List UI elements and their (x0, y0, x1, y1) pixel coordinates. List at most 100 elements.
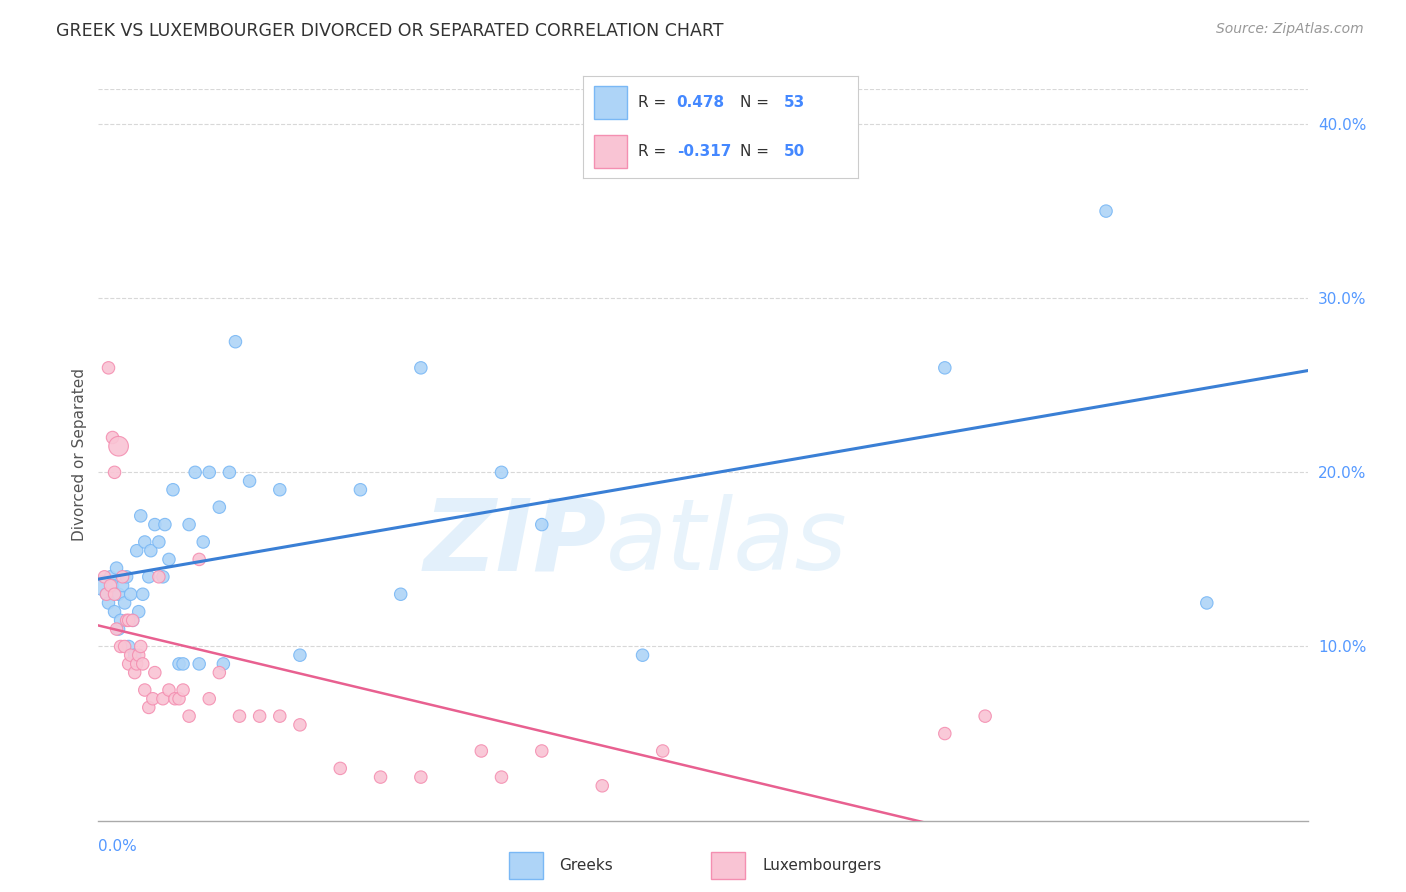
Point (115, 613, 138, 627)
Point (132, 587, 155, 601)
Text: 50: 50 (783, 145, 804, 160)
Point (100, 578, 122, 592)
Point (934, 726, 956, 740)
FancyBboxPatch shape (595, 136, 627, 168)
Point (120, 587, 142, 601)
Point (121, 613, 143, 627)
Point (224, 334, 246, 349)
Text: R =: R = (638, 95, 672, 110)
Point (134, 535, 156, 549)
Point (631, 648, 654, 663)
Point (139, 543, 162, 558)
Point (118, 657, 141, 671)
Point (157, 552, 180, 566)
Point (96, 587, 118, 601)
Point (530, 744, 553, 758)
Point (974, 709, 997, 723)
Point (1195, 596, 1218, 610)
Y-axis label: Divorced or Separated: Divorced or Separated (72, 368, 87, 541)
Point (105, 622, 128, 636)
Point (91, 578, 114, 592)
Point (163, 691, 186, 706)
Point (370, 770, 392, 784)
Text: ZIP: ZIP (423, 494, 606, 591)
Point (103, 587, 125, 601)
Point (152, 570, 174, 584)
Point (172, 683, 194, 698)
Point (128, 648, 150, 663)
Point (491, 770, 513, 784)
Point (179, 517, 201, 532)
Point (97, 596, 120, 610)
Point (110, 613, 132, 627)
Point (142, 691, 165, 706)
Point (118, 613, 141, 627)
Point (107, 587, 129, 601)
Point (129, 508, 152, 523)
Text: -0.317: -0.317 (676, 145, 731, 160)
Point (651, 744, 673, 758)
Point (138, 700, 160, 714)
Point (269, 709, 291, 723)
Point (96, 587, 118, 601)
Point (172, 657, 194, 671)
Point (101, 578, 124, 592)
Point (184, 466, 207, 480)
Point (162, 483, 184, 497)
Point (143, 517, 166, 532)
Point (107, 622, 129, 636)
Point (111, 578, 134, 592)
Point (105, 561, 128, 575)
Point (121, 613, 143, 627)
Point (114, 640, 136, 654)
Point (491, 466, 513, 480)
Point (124, 665, 146, 680)
Text: 0.478: 0.478 (676, 95, 725, 110)
Point (114, 596, 136, 610)
Point (167, 657, 190, 671)
Point (124, 648, 146, 663)
Point (198, 691, 221, 706)
FancyBboxPatch shape (509, 852, 543, 879)
Text: Source: ZipAtlas.com: Source: ZipAtlas.com (1216, 22, 1364, 37)
Point (148, 570, 170, 584)
Point (152, 691, 174, 706)
Point (125, 543, 148, 558)
Point (103, 466, 125, 480)
Point (110, 640, 132, 654)
Point (269, 483, 291, 497)
FancyBboxPatch shape (595, 87, 627, 119)
Text: GREEK VS LUXEMBOURGER DIVORCED OR SEPARATED CORRELATION CHART: GREEK VS LUXEMBOURGER DIVORCED OR SEPARA… (56, 22, 724, 40)
Point (470, 744, 492, 758)
Text: Greeks: Greeks (560, 858, 613, 872)
Text: R =: R = (638, 145, 672, 160)
Text: N =: N = (740, 95, 773, 110)
Point (288, 718, 311, 732)
Point (218, 466, 240, 480)
Point (167, 691, 190, 706)
Point (530, 517, 553, 532)
Point (249, 709, 271, 723)
Point (125, 657, 148, 671)
Point (100, 570, 122, 584)
Point (212, 657, 235, 671)
Text: N =: N = (740, 145, 773, 160)
Point (389, 587, 412, 601)
Text: 53: 53 (783, 95, 804, 110)
Point (591, 779, 613, 793)
Point (329, 761, 352, 775)
Point (198, 466, 221, 480)
Point (934, 360, 956, 375)
Point (409, 360, 432, 375)
Point (103, 605, 125, 619)
Point (128, 605, 150, 619)
Point (208, 665, 231, 680)
Point (143, 665, 166, 680)
Point (188, 657, 211, 671)
Point (93, 570, 115, 584)
Point (288, 648, 311, 663)
Point (120, 648, 142, 663)
Point (107, 439, 129, 453)
Point (97, 360, 120, 375)
Point (134, 683, 156, 698)
